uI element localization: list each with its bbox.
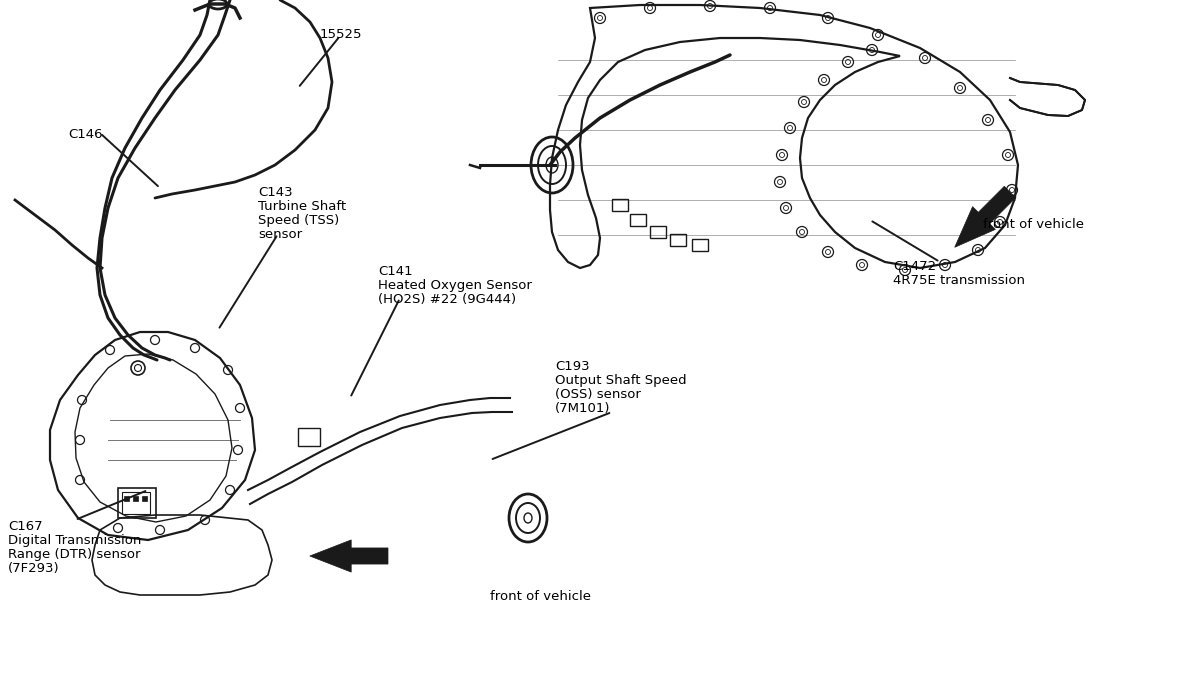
Text: (7M101): (7M101) (555, 402, 611, 415)
Bar (121, 492, 150, 514)
Bar (298, 428, 320, 446)
Text: 4R75E transmission: 4R75E transmission (893, 274, 1025, 287)
Text: (7F293): (7F293) (8, 562, 60, 575)
Text: Range (DTR) sensor: Range (DTR) sensor (8, 548, 141, 561)
Text: C167: C167 (8, 520, 43, 533)
Text: C146: C146 (68, 128, 102, 141)
Text: Turbine Shaft: Turbine Shaft (258, 200, 347, 213)
Text: C143: C143 (258, 186, 293, 199)
Text: Output Shaft Speed: Output Shaft Speed (555, 374, 687, 387)
Polygon shape (955, 186, 1016, 247)
Bar (142, 496, 146, 501)
Text: front of vehicle: front of vehicle (490, 590, 591, 603)
Bar (118, 488, 156, 518)
Text: (OSS) sensor: (OSS) sensor (555, 388, 641, 401)
Bar (612, 199, 628, 211)
Bar (671, 234, 686, 246)
Bar (650, 226, 666, 238)
Text: C193: C193 (555, 360, 590, 373)
Bar (630, 214, 646, 226)
Bar (692, 239, 707, 251)
Polygon shape (310, 540, 388, 572)
Bar (124, 496, 129, 501)
Text: front of vehicle: front of vehicle (983, 218, 1084, 231)
Bar (133, 496, 138, 501)
Text: sensor: sensor (258, 228, 303, 241)
Text: (HO2S) #22 (9G444): (HO2S) #22 (9G444) (378, 293, 516, 306)
Text: Speed (TSS): Speed (TSS) (258, 214, 339, 227)
Text: Digital Transmission: Digital Transmission (8, 534, 142, 547)
Text: 15525: 15525 (320, 28, 362, 41)
Text: Heated Oxygen Sensor: Heated Oxygen Sensor (378, 279, 532, 292)
Text: C141: C141 (378, 265, 412, 278)
Polygon shape (1010, 78, 1085, 116)
Text: C1472: C1472 (893, 260, 936, 273)
